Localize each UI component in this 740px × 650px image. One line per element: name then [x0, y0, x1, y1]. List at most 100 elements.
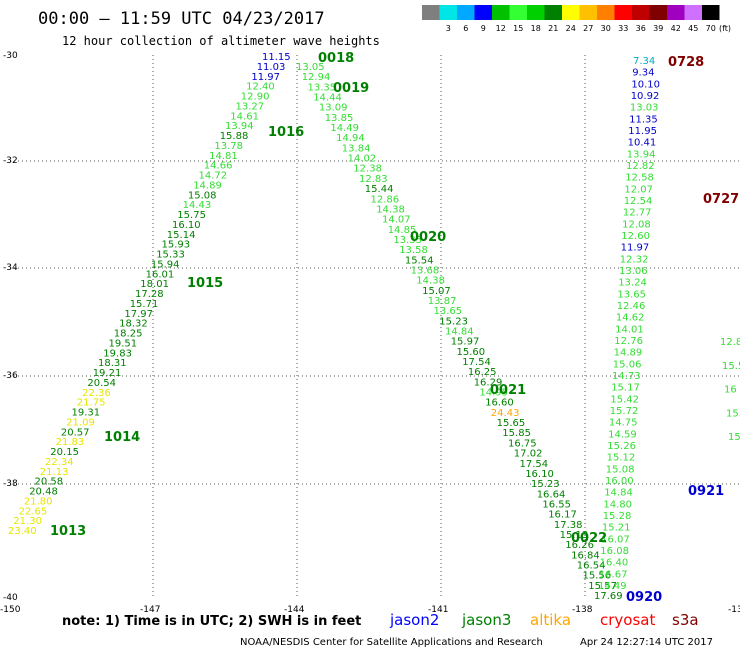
wave-value-a: 14.43: [183, 200, 212, 211]
pass-time-label: 0020: [410, 230, 446, 245]
legend-swatch: [702, 5, 720, 20]
wave-value-d: 15.5: [722, 361, 740, 372]
wave-value-a: 15.08: [188, 190, 217, 201]
wave-value-a: 15.75: [177, 210, 206, 221]
wave-value-c: 12.82: [626, 161, 655, 172]
legend-label: 36: [636, 24, 646, 33]
wave-value-b: 16.10: [525, 469, 554, 480]
wave-value-b: 16.55: [542, 499, 571, 510]
wave-value-b: 15.23: [531, 479, 560, 490]
satellite-jason2: jason2: [389, 611, 439, 629]
lon-label: -141: [428, 605, 448, 615]
wave-value-b: 15.60: [457, 347, 486, 358]
wave-value-c: 14.49: [598, 581, 627, 592]
wave-value-b: 14.38: [376, 204, 405, 215]
wave-value-c: 16.40: [600, 558, 629, 569]
legend-swatch: [649, 5, 667, 20]
wave-value-c: 12.46: [617, 301, 646, 312]
wave-value-b: 14.07: [382, 215, 411, 226]
wave-value-b: 14.85: [388, 225, 417, 236]
wave-value-b: 12.83: [359, 174, 388, 185]
wave-value-b: 14.49: [330, 123, 359, 134]
wave-value-b: 13.87: [428, 296, 457, 307]
lat-label: -38: [3, 479, 18, 489]
wave-value-b: 17.54: [520, 459, 549, 470]
wave-value-c: 16.07: [601, 534, 630, 545]
wave-value-b: 13.35: [393, 235, 422, 246]
wave-value-c: 12.32: [620, 254, 649, 265]
wave-value-b: 12.86: [371, 194, 400, 205]
wave-value-c: 12.07: [624, 184, 653, 195]
wave-value-a: 20.58: [35, 477, 64, 488]
legend-label: 39: [653, 24, 663, 33]
wave-value-c: 12.08: [622, 219, 651, 230]
wave-value-c: 16.00: [605, 476, 634, 487]
wave-value-c: 12.60: [621, 231, 650, 242]
wave-value-b: 14.84: [445, 327, 474, 338]
wave-value-c: 9.34: [632, 68, 654, 79]
legend-label: 42: [671, 24, 681, 33]
wave-value-a: 20.57: [61, 427, 90, 438]
wave-value-a: 22.36: [82, 388, 111, 399]
wave-value-b: 14.02: [348, 154, 377, 165]
lat-label: -40: [3, 593, 18, 603]
wave-value-a: 22.65: [19, 506, 48, 517]
wave-value-c: 15.06: [613, 359, 642, 370]
wave-value-a: 20.54: [87, 378, 116, 389]
wave-value-b: 16.54: [577, 561, 606, 572]
wave-value-a: 15.93: [162, 240, 191, 251]
wave-value-c: 14.62: [616, 313, 645, 324]
wave-value-b: 13.35: [308, 82, 337, 93]
pass-time-label: 0728: [668, 55, 704, 70]
wave-value-c: 14.89: [614, 348, 643, 359]
wave-value-b: 17.02: [514, 449, 543, 460]
wave-value-a: 15.88: [220, 131, 249, 142]
wave-value-c: 14.73: [612, 371, 641, 382]
wave-value-a: 15.71: [130, 299, 159, 310]
wave-value-c: 14.75: [609, 418, 638, 429]
wave-value-c: 10.10: [631, 79, 660, 90]
wave-value-c: 14.59: [608, 429, 637, 440]
legend-label: 18: [531, 24, 541, 33]
wave-value-a: 21.09: [66, 417, 95, 428]
wave-value-a: 19.21: [93, 368, 122, 379]
wave-value-a: 14.72: [199, 171, 228, 182]
wave-value-b: 13.05: [296, 62, 325, 73]
wave-value-b: 16.26: [565, 540, 594, 551]
satellite-cryosat: cryosat: [600, 611, 655, 629]
wave-value-c: 11.95: [628, 126, 657, 137]
satellite-s3a: s3a: [672, 611, 699, 629]
legend-swatch: [422, 5, 440, 20]
wave-value-c: 14.84: [604, 488, 633, 499]
wave-value-d: 15.5: [726, 408, 740, 419]
wave-value-a: 12.40: [246, 82, 275, 93]
lat-label: -32: [3, 156, 18, 166]
axis-labels: -30 -32 -34 -36 -38 -40 -150 -147 -144 -141 -138 -1…: [0, 51, 740, 615]
wave-value-b: 13.84: [342, 143, 371, 154]
wave-value-b: 16.60: [485, 398, 514, 409]
lat-lon-grid: [10, 55, 740, 598]
pass-time-label: 0018: [318, 51, 354, 66]
wave-value-b: 17.38: [554, 520, 583, 531]
wave-value-c: 15.08: [606, 464, 635, 475]
wave-value-c: 15.17: [611, 383, 640, 394]
wave-value-c: 15.42: [610, 394, 639, 405]
legend-swatch: [632, 5, 650, 20]
satellite-legend: jason2 jason3 altika cryosat s3a: [389, 611, 699, 629]
wave-value-b: 15.56: [583, 571, 612, 582]
wave-value-c: 13.94: [627, 149, 656, 160]
wave-value-c: 15.28: [603, 511, 632, 522]
footer-note: note: 1) Time is in UTC; 2) SWH is in fe…: [62, 614, 361, 629]
wave-value-c: 12.54: [624, 196, 653, 207]
wave-value-a: 16.10: [172, 220, 201, 231]
wave-value-b: 15.13: [560, 530, 589, 541]
legend-swatch: [667, 5, 685, 20]
legend-label: 70: [706, 24, 716, 33]
wave-value-c: 15.21: [602, 523, 631, 534]
wave-value-b: 15.57: [588, 581, 617, 592]
wave-value-a: 14.66: [204, 161, 233, 172]
legend-label: 6: [463, 24, 468, 33]
wave-value-a: 19.51: [109, 338, 138, 349]
wave-value-c: 7.34: [633, 56, 655, 67]
legend-swatch: [527, 5, 545, 20]
